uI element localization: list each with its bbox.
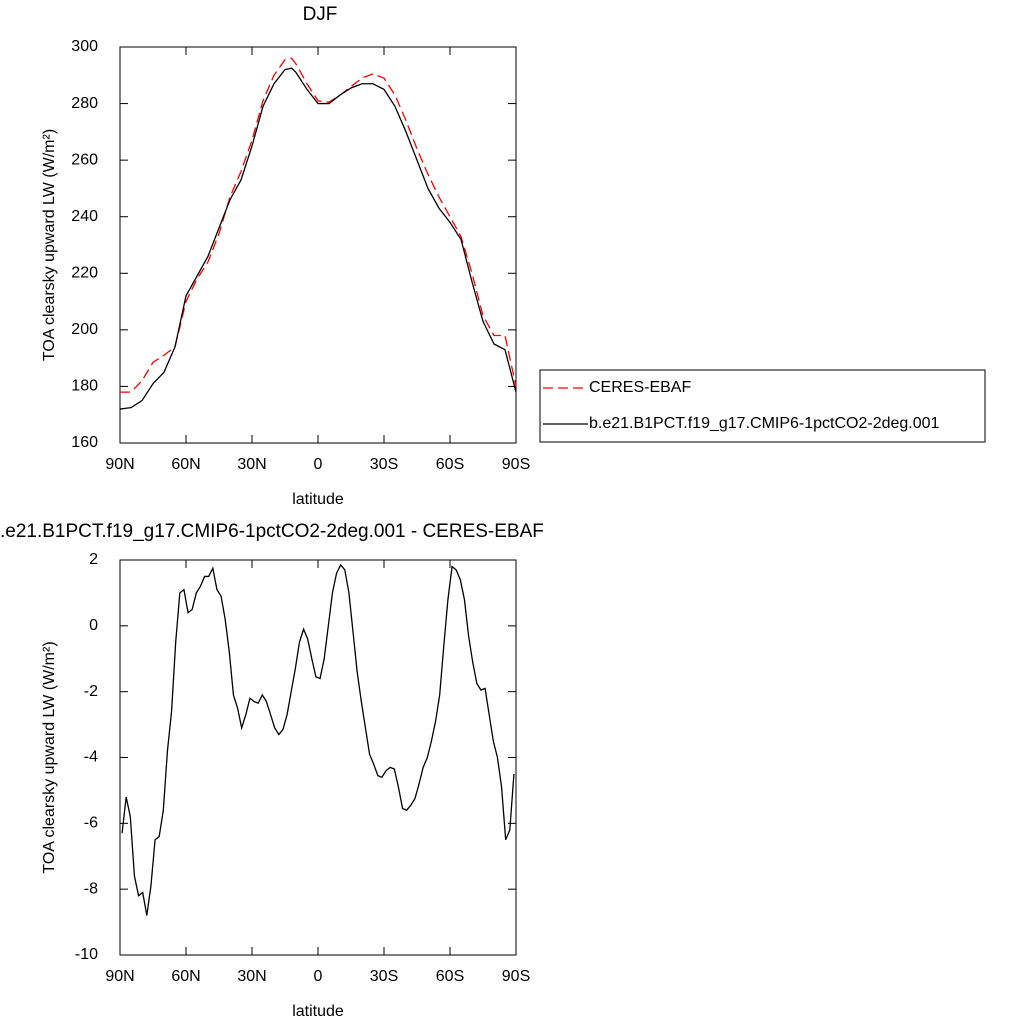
legend-label: CERES-EBAF [589, 379, 691, 396]
y-axis-label: TOA clearsky upward LW (W/m²) [41, 641, 58, 873]
x-tick-label: 90N [105, 456, 134, 473]
y-tick-label: -8 [84, 880, 98, 897]
x-tick-label: 90S [502, 456, 530, 473]
data-line [121, 563, 515, 916]
data-line [119, 67, 517, 410]
legend-label: b.e21.B1PCT.f19_g17.CMIP6-1pctCO2-2deg.0… [589, 415, 940, 432]
plot-frame [119, 559, 517, 956]
y-tick-label: 180 [71, 378, 98, 395]
x-tick-label: 0 [314, 456, 323, 473]
x-axis-label: latitude [292, 1003, 344, 1020]
y-tick-label: 160 [71, 434, 98, 451]
x-tick-label: 30S [370, 456, 398, 473]
x-axis-label: latitude [292, 491, 344, 508]
y-tick-label: 220 [71, 265, 98, 282]
data-line [120, 57, 517, 393]
x-tick-label: 30N [237, 456, 266, 473]
x-tick-label: 60S [436, 456, 464, 473]
legend-box [539, 369, 986, 443]
plot-frame [119, 46, 517, 444]
y-tick-label: 2 [89, 551, 98, 568]
y-tick-label: -4 [84, 749, 98, 766]
x-tick-label: 60S [436, 968, 464, 985]
x-tick-label: 0 [314, 968, 323, 985]
x-tick-label: 30N [237, 968, 266, 985]
y-axis-label: TOA clearsky upward LW (W/m²) [41, 129, 58, 361]
y-tick-label: -2 [84, 683, 98, 700]
x-tick-label: 90N [105, 968, 134, 985]
y-tick-label: 300 [71, 38, 98, 55]
y-tick-label: 280 [71, 95, 98, 112]
x-tick-label: 30S [370, 968, 398, 985]
chart-title: .e21.B1PCT.f19_g17.CMIP6-1pctCO2-2deg.00… [0, 521, 544, 542]
y-tick-label: -6 [84, 815, 98, 832]
chart-title: DJF [303, 4, 338, 25]
y-tick-label: -10 [75, 946, 98, 963]
y-tick-label: 260 [71, 151, 98, 168]
y-tick-label: 0 [89, 617, 98, 634]
x-tick-label: 60N [171, 968, 200, 985]
x-tick-label: 60N [171, 456, 200, 473]
x-tick-label: 90S [502, 968, 530, 985]
y-tick-label: 240 [71, 208, 98, 225]
y-tick-label: 200 [71, 321, 98, 338]
